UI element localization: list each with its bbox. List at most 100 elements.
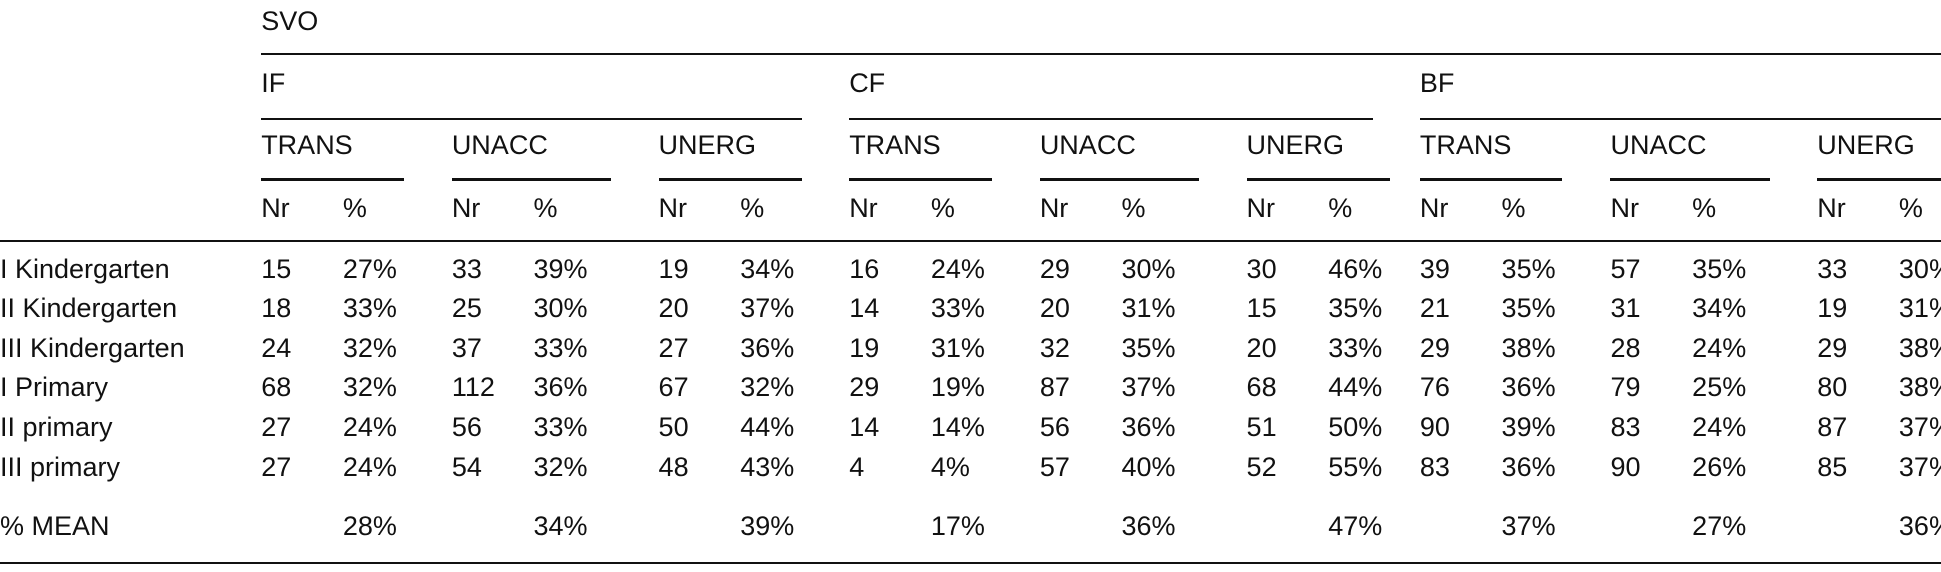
cell: 68 [1246, 372, 1277, 403]
cell: 15 [261, 253, 292, 284]
rule-line [658, 178, 803, 182]
cell: 44% [740, 412, 795, 443]
cell: 21 [1419, 293, 1450, 324]
subgroup-header: UNACC [451, 129, 548, 160]
cell: 28% [342, 511, 397, 542]
rule-line [849, 117, 1373, 120]
column-header: % [740, 192, 765, 223]
cell: 14 [849, 412, 880, 443]
row-label: III Kindergarten [0, 332, 185, 363]
cell: 68 [261, 372, 292, 403]
row-label: % MEAN [0, 511, 110, 542]
cell: 36% [1121, 412, 1176, 443]
cell: 18 [261, 293, 292, 324]
cell: 24% [930, 253, 985, 284]
cell: 17% [930, 511, 985, 542]
cell: 87 [1817, 412, 1848, 443]
rule-line [1817, 178, 1941, 182]
cell: 31% [930, 332, 985, 363]
group-header: BF [1419, 67, 1455, 98]
rule-line [1610, 178, 1771, 182]
group-header: IF [261, 67, 286, 98]
cell: 36% [1121, 511, 1176, 542]
subgroup-header: UNERG [1817, 129, 1915, 160]
rule-line [1039, 178, 1200, 182]
cell: 19 [658, 253, 689, 284]
cell: 76 [1419, 372, 1450, 403]
cell: 33% [533, 332, 588, 363]
cell: 29 [849, 372, 880, 403]
cell: 33 [1817, 253, 1848, 284]
cell: 56 [1039, 412, 1070, 443]
cell: 4% [930, 451, 970, 482]
cell: 52 [1246, 451, 1277, 482]
cell: 16 [849, 253, 880, 284]
column-header: % [342, 192, 367, 223]
cell: 33 [451, 253, 482, 284]
cell: 55% [1328, 451, 1383, 482]
cell: 37% [1121, 372, 1176, 403]
cell: 31% [1898, 293, 1941, 324]
column-header: % [1692, 192, 1717, 223]
subgroup-header: UNACC [1610, 129, 1707, 160]
column-header: Nr [1610, 192, 1639, 223]
cell: 90 [1419, 412, 1450, 443]
cell: 35% [1121, 332, 1176, 363]
cell: 37% [1898, 412, 1941, 443]
cell: 27 [658, 332, 689, 363]
cell: 34% [740, 253, 795, 284]
cell: 33% [342, 293, 397, 324]
column-header: Nr [1039, 192, 1069, 223]
cell: 39% [533, 253, 588, 284]
column-header: Nr [849, 192, 878, 223]
column-header: Nr [1817, 192, 1846, 223]
cell: 24 [261, 332, 292, 363]
cell: 37 [451, 332, 482, 363]
cell: 38% [1898, 372, 1941, 403]
cell: 51 [1246, 412, 1277, 443]
column-header: % [1501, 192, 1526, 223]
cell: 20 [1246, 332, 1277, 363]
cell: 4 [849, 451, 865, 482]
cell: 37% [1898, 451, 1941, 482]
cell: 35% [1328, 293, 1383, 324]
cell: 67 [658, 372, 689, 403]
cell: 36% [1898, 511, 1941, 542]
column-header: % [533, 192, 558, 223]
cell: 83 [1610, 412, 1641, 443]
row-label: III primary [0, 451, 121, 482]
cell: 36% [740, 332, 795, 363]
cell: 30% [1121, 253, 1176, 284]
cell: 29 [1419, 332, 1450, 363]
cell: 37% [740, 293, 795, 324]
rule-line [1419, 178, 1563, 182]
cell: 57 [1610, 253, 1641, 284]
cell: 31 [1610, 293, 1641, 324]
column-header: Nr [261, 192, 290, 223]
cell: 79 [1610, 372, 1641, 403]
cell: 39% [740, 511, 795, 542]
cell: 44% [1328, 372, 1383, 403]
subgroup-header: UNACC [1039, 129, 1136, 160]
rule-line [261, 53, 1941, 56]
cell: 14% [930, 412, 985, 443]
cell: 38% [1501, 332, 1556, 363]
cell: 31% [1121, 293, 1176, 324]
cell: 83 [1419, 451, 1450, 482]
cell: 90 [1610, 451, 1641, 482]
cell: 36% [533, 372, 588, 403]
cell: 25 [451, 293, 482, 324]
cell: 19 [849, 332, 880, 363]
cell: 29 [1039, 253, 1070, 284]
cell: 36% [1501, 372, 1556, 403]
rule-line [451, 178, 612, 182]
cell: 24% [342, 412, 397, 443]
cell: 48 [658, 451, 689, 482]
rule-line [0, 561, 1941, 564]
cell: 47% [1328, 511, 1383, 542]
cell: 19% [930, 372, 985, 403]
cell: 27 [261, 451, 292, 482]
cell: 30% [1898, 253, 1941, 284]
subgroup-header: TRANS [1419, 129, 1512, 160]
cell: 26% [1692, 451, 1747, 482]
